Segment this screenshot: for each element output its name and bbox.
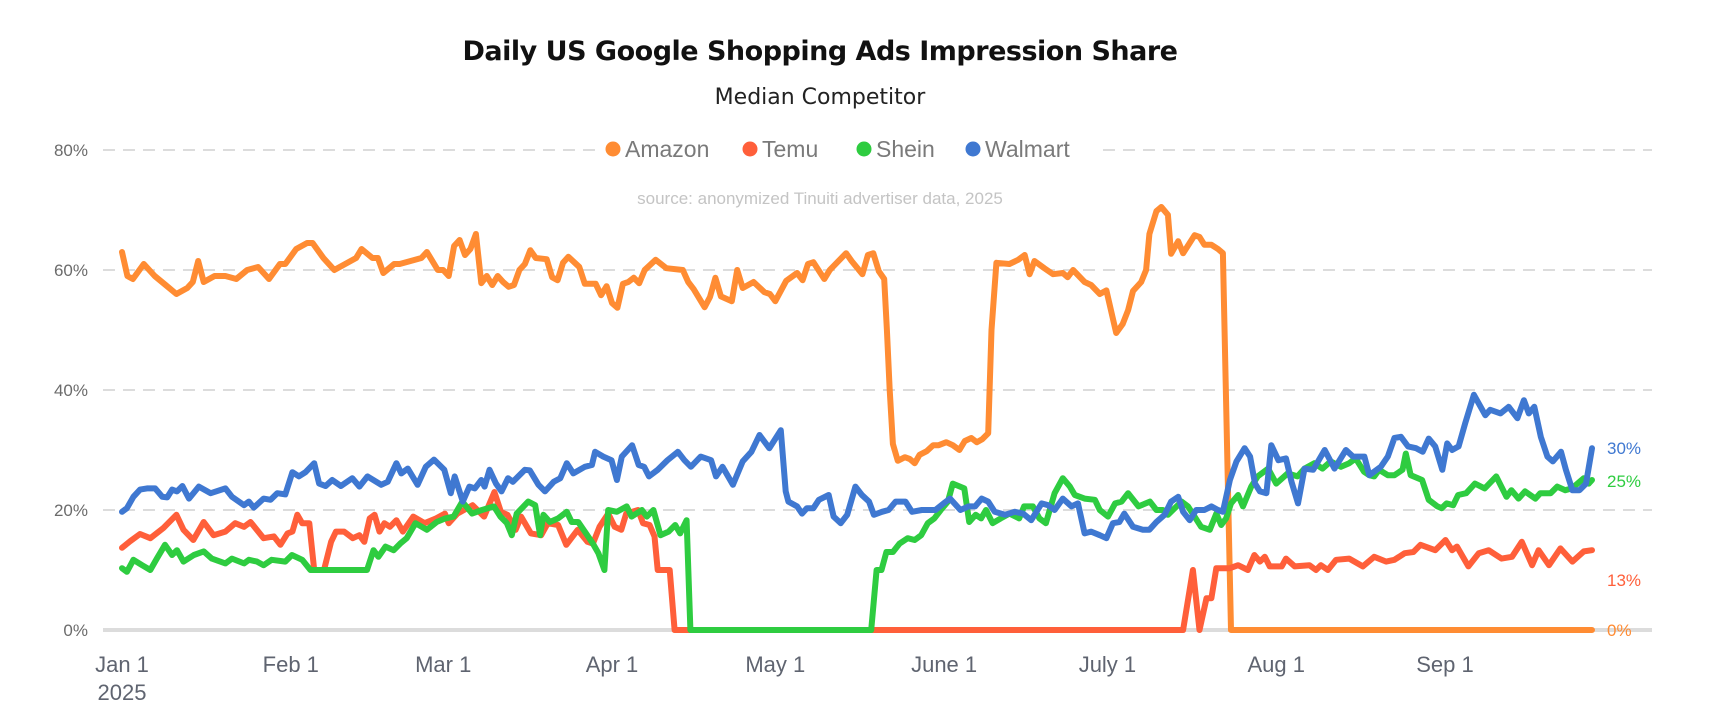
y-tick-label: 40% — [54, 381, 88, 400]
legend-marker — [856, 141, 872, 157]
y-tick-label: 20% — [54, 501, 88, 520]
y-tick-label: 0% — [63, 621, 88, 640]
end-label-amazon: 0% — [1607, 621, 1632, 640]
y-tick-label: 80% — [54, 141, 88, 160]
chart-title: Daily US Google Shopping Ads Impression … — [463, 36, 1178, 67]
series-line-amazon — [119, 204, 1595, 633]
series-line-walmart — [119, 391, 1595, 542]
series-line-temu — [119, 489, 1595, 633]
legend-marker — [742, 141, 758, 157]
x-tick-label: Feb 1 — [263, 652, 319, 677]
x-tick-label: May 1 — [745, 652, 805, 677]
gridlines — [103, 149, 1652, 632]
legend-label: Shein — [876, 136, 935, 162]
legend-label: Temu — [762, 136, 818, 162]
legend-item-amazon[interactable]: Amazon — [605, 136, 710, 162]
legend-label: Walmart — [985, 136, 1070, 162]
x-tick-label: Jan 1 — [95, 652, 149, 677]
end-label-walmart: 30% — [1607, 439, 1641, 458]
legend-label: Amazon — [625, 136, 709, 162]
chart-subtitle: Median Competitor — [715, 85, 927, 110]
legend-item-temu[interactable]: Temu — [742, 136, 819, 162]
source-note: source: anonymized Tinuiti advertiser da… — [637, 189, 1003, 208]
x-tick-label: Apr 1 — [586, 652, 639, 677]
x-tick-label: Aug 1 — [1247, 652, 1305, 677]
x-tick-label: Sep 1 — [1416, 652, 1474, 677]
x-tick-label: Mar 1 — [415, 652, 471, 677]
legend-background — [600, 132, 1100, 166]
legend-marker — [965, 141, 981, 157]
x-tick-label: June 1 — [911, 652, 977, 677]
x-tick-sublabel: 2025 — [98, 680, 147, 705]
y-tick-label: 60% — [54, 261, 88, 280]
end-label-temu: 13% — [1607, 571, 1641, 590]
legend-item-walmart[interactable]: Walmart — [965, 136, 1071, 162]
end-labels: 0% 13% 25% 30% — [1607, 439, 1641, 640]
series-line-shein — [119, 450, 1595, 633]
legend-marker — [605, 141, 621, 157]
x-tick-label: July 1 — [1079, 652, 1136, 677]
series-lines — [119, 204, 1595, 633]
legend: Amazon Temu Shein Walmart — [600, 132, 1100, 166]
legend-item-shein[interactable]: Shein — [856, 136, 935, 162]
end-label-shein: 25% — [1607, 472, 1641, 491]
y-axis-ticks: 0% 20% 40% 60% 80% — [54, 141, 88, 640]
x-axis-ticks: Jan 1 2025 Feb 1 Mar 1 Apr 1 May 1 June 1 July … — [95, 652, 1474, 705]
